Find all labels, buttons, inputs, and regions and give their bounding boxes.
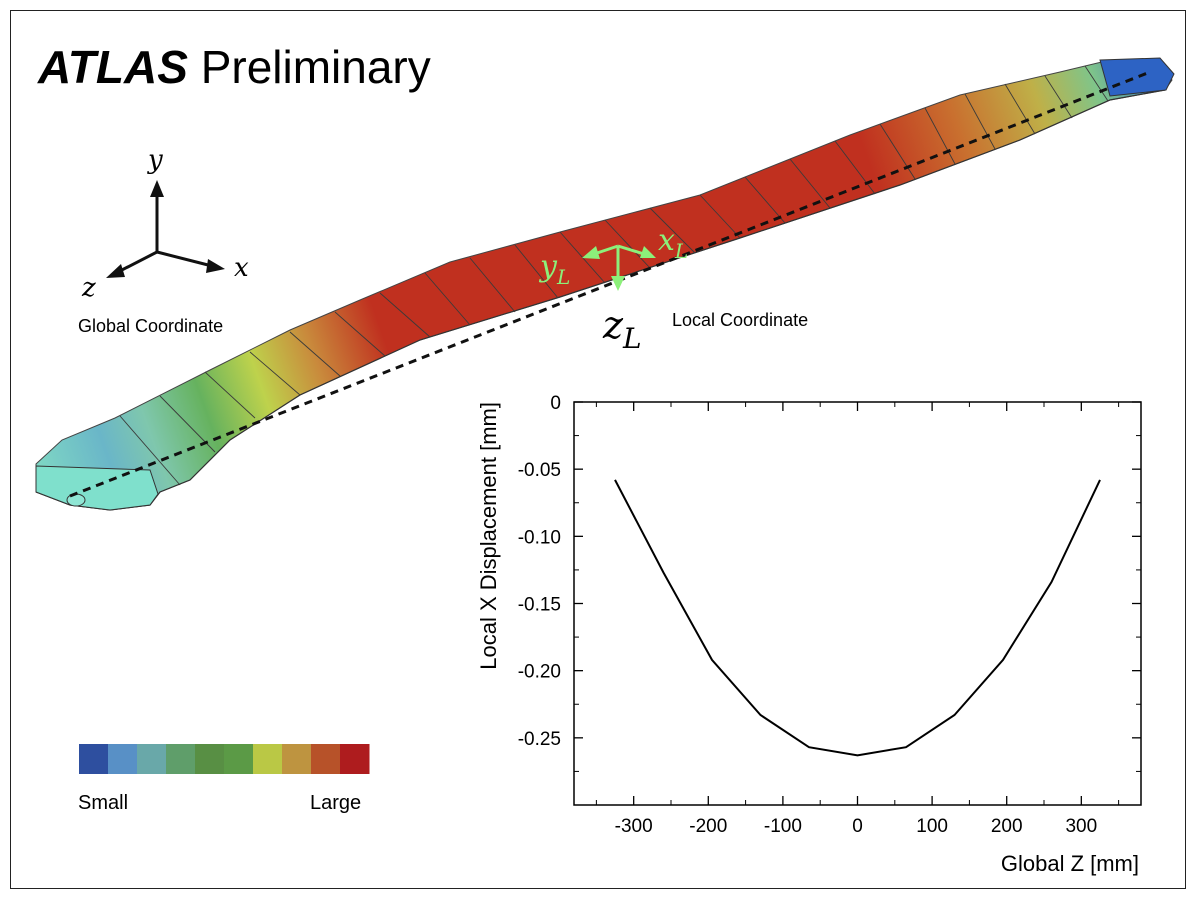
local-coordinate-caption: Local Coordinate [672,310,808,330]
stave-endcap-left [35,465,159,511]
stave-pipe-end [66,493,86,507]
colorbar-swatch [253,744,283,774]
x-tick-label: 100 [916,816,948,837]
colorbar-swatch [79,744,109,774]
local-axes [582,244,656,291]
y-tick-label: -0.20 [518,662,561,683]
colorbar-swatch [108,744,138,774]
colorbar-large-label: Large [310,792,362,814]
stave-centerline [69,70,1151,498]
colorbar-swatch [137,744,167,774]
y-tick-label: -0.25 [518,729,561,750]
series-line [614,479,1101,757]
y-tick-label: -0.15 [518,595,561,616]
colorbar [79,744,370,774]
axis-ticks: -300 -200 -100 0 100 200 300 0 -0.05 -0.10 -0.15 -0… [518,393,1141,837]
x-axis-title: Global Z [mm] [1001,851,1139,876]
x-tick-label: 200 [991,816,1023,837]
x-tick-label: 0 [852,816,863,837]
y-tick-label: -0.05 [518,460,561,481]
plot-frame [573,401,1142,806]
colorbar-small-label: Small [78,792,129,814]
y-tick-label: 0 [550,393,561,414]
colorbar-swatch [224,744,254,774]
local-axis-y-label: yL [538,249,570,289]
global-axis-x-label: x [234,253,249,283]
x-tick-label: -200 [689,816,727,837]
colorbar-swatch [340,744,370,774]
stave-segments [119,65,1109,486]
figure-frame [10,10,1186,889]
colorbar-swatch [282,744,312,774]
global-axis-y-label: y [147,145,163,175]
colorbar-swatch [166,744,196,774]
y-tick-label: -0.10 [518,527,561,548]
x-tick-label: -300 [615,816,653,837]
y-axis-title: Local X Displacement [mm] [476,402,501,670]
global-axes [106,180,225,278]
global-axis-z-label: z [81,273,96,303]
stave-endcap-right [1099,57,1175,97]
colorbar-swatch [195,744,225,774]
page-title: ATLAS Preliminary [38,40,431,94]
local-axis-x-label: xL [658,223,688,263]
preliminary-label: Preliminary [200,41,431,93]
displacement-chart: -300 -200 -100 0 100 200 300 0 -0.05 -0.10 -0.15 -0… [476,393,1142,876]
x-tick-label: 300 [1065,816,1097,837]
atlas-label: ATLAS [38,41,188,93]
x-tick-label: -100 [764,816,802,837]
global-coordinate-caption: Global Coordinate [78,316,223,336]
colorbar-swatch [311,744,341,774]
local-axis-z-label: zL [602,303,642,355]
stave-rendering [35,57,1175,511]
